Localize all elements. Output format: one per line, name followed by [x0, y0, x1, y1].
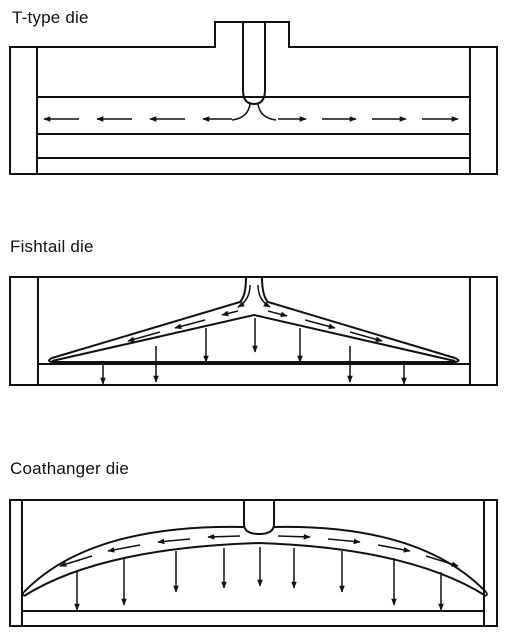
coathanger-die-diagram — [9, 499, 498, 627]
t-type-die-body — [9, 21, 498, 175]
t-type-inlet-channel — [242, 22, 266, 106]
fishtail-manifold-lower — [48, 313, 460, 363]
coathanger-manifold-upper — [23, 525, 487, 593]
fishtail-flow-arrows — [100, 284, 407, 385]
fishtail-die-caption: Fishtail die — [10, 237, 94, 256]
coathanger-inlet-channel — [243, 500, 275, 536]
t-type-die-diagram — [9, 21, 498, 175]
coathanger-die-body — [9, 499, 498, 627]
coathanger-manifold-lower — [23, 541, 487, 597]
coathanger-flow-arrows — [59, 534, 459, 611]
t-type-die-caption: T-type die — [12, 8, 89, 27]
coathanger-die-caption: Coathanger die — [10, 459, 130, 478]
fishtail-manifold-upper — [51, 276, 456, 359]
fishtail-die-diagram — [9, 276, 498, 386]
fishtail-die-body — [9, 276, 498, 386]
